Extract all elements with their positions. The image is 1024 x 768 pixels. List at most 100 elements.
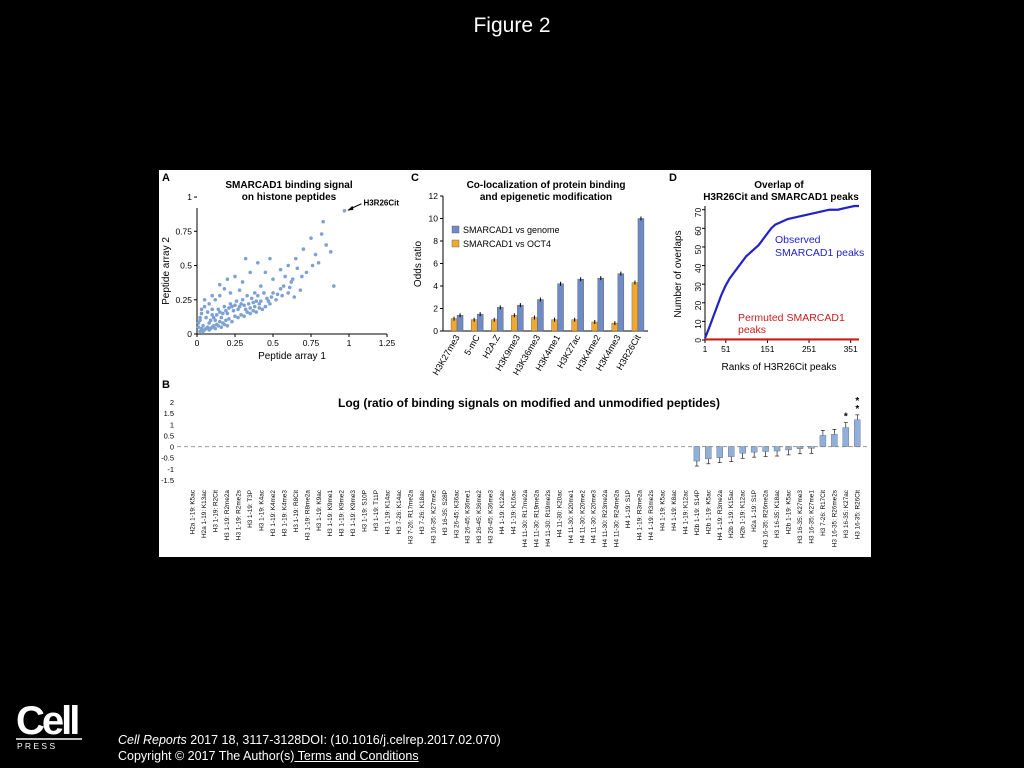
category-label: 5-mC	[462, 333, 482, 357]
scatter-point	[248, 306, 252, 310]
significance-star: *	[855, 404, 859, 415]
scatter-point	[294, 256, 298, 261]
permuted-label-2: peaks	[738, 324, 766, 336]
peptide-label: H3 26-45: K36ac	[453, 489, 460, 538]
peptide-label: H3 16-35: R26me2a	[763, 490, 770, 548]
peptide-label: H3 1-19: K9me3	[350, 490, 357, 537]
scatter-point	[251, 308, 256, 313]
category-label: H3K27me3	[431, 333, 462, 377]
scatter-point	[227, 317, 231, 321]
peptide-label: H3 1-19: R8Cit	[293, 490, 300, 532]
ratio-bar	[785, 446, 792, 451]
peptide-label: H2a 1-19: S1P	[751, 490, 758, 532]
scatter-point	[237, 304, 242, 309]
scatter-point	[292, 295, 297, 299]
scatter-point	[204, 326, 208, 331]
scatter-point	[328, 250, 333, 254]
scatter-point	[271, 277, 275, 282]
chart-b-title: Log (ratio of binding signals on modifie…	[338, 396, 720, 410]
ratio-bar	[739, 446, 746, 454]
x-tick-label: 151	[760, 344, 774, 354]
scatter-point	[207, 302, 211, 306]
scatter-point	[304, 270, 309, 275]
peptide-label: H3 1-19: R2me2a	[224, 490, 231, 541]
scatter-point	[265, 296, 269, 301]
peptide-label: H3 1-19: R2Cit	[213, 490, 220, 532]
scatter-point	[287, 285, 292, 290]
scatter-point	[219, 325, 224, 329]
scatter-point	[260, 307, 265, 312]
y-tick-label: -0.5	[161, 454, 174, 463]
y-axis-label: Odds ratio	[413, 240, 424, 287]
peptide-label: H4 1-19: K12ac	[682, 489, 689, 534]
scatter-point	[237, 288, 242, 292]
scatter-point	[248, 311, 252, 316]
scatter-point	[230, 319, 234, 324]
logo-word: Cell	[16, 700, 78, 743]
peptide-label: H2b 1-19: S14P	[694, 490, 701, 535]
scatter-point	[271, 291, 275, 295]
scatter-point	[240, 297, 245, 302]
scatter-point	[201, 323, 205, 328]
scatter-point	[224, 308, 228, 313]
y-tick-label: 10	[693, 319, 703, 329]
scatter-point	[240, 280, 245, 284]
scatter-point	[269, 295, 274, 299]
y-tick-label: 30	[693, 282, 703, 292]
scatter-point	[198, 315, 202, 320]
peptide-label: H3 7-26: R17me2a	[407, 490, 414, 544]
x-tick-label: 1.25	[379, 338, 396, 348]
category-label: H2A.Z	[481, 333, 503, 361]
scatter-point	[266, 299, 271, 303]
scatter-point	[249, 296, 254, 301]
scatter-point	[207, 328, 211, 332]
y-tick-label: 20	[693, 301, 703, 311]
y-tick-label: 0.5	[164, 431, 174, 440]
y-tick-label: 0.25	[175, 295, 192, 305]
scatter-point	[246, 302, 251, 306]
scatter-point	[257, 302, 262, 306]
y-tick-label: 0.75	[175, 226, 192, 236]
scatter-point	[211, 315, 216, 320]
y-axis-label: Peptide array 2	[161, 237, 172, 305]
scatter-point	[313, 252, 318, 257]
scatter-point	[236, 307, 240, 312]
panel-letter-a: A	[162, 172, 170, 184]
x-tick-label: 1	[347, 338, 352, 348]
scatter-point	[263, 304, 268, 309]
observed-label-1: Observed	[775, 234, 821, 246]
scatter-point	[298, 288, 303, 292]
y-tick-label: 40	[693, 263, 703, 273]
ratio-bar	[716, 446, 723, 458]
annotation-label: H3R26Cit	[363, 199, 399, 208]
peptide-label: H3 16-35: K27me3	[797, 490, 804, 544]
y-tick-label: 0	[433, 326, 438, 336]
scatter-point	[263, 270, 268, 275]
bar-vs-genome	[577, 279, 584, 332]
y-tick-label: 8	[433, 236, 438, 246]
scatter-point	[242, 303, 246, 308]
peptide-label: H3 1-19: K9me2	[339, 490, 346, 537]
y-axis-label: Number of overlaps	[673, 230, 684, 317]
scatter-point	[243, 307, 248, 312]
cell-press-logo: Cell P R E S S	[14, 699, 84, 752]
copyright-line: Copyright © 2017 The Author(s) Terms and…	[118, 748, 501, 764]
x-tick-label: 351	[844, 344, 858, 354]
scatter-point	[252, 304, 257, 309]
peptide-label: H3 1-19: T3P	[247, 490, 254, 528]
peptide-label: H3 16-35: K27ac	[843, 489, 850, 538]
bar-vs-genome	[557, 283, 564, 332]
observed-line	[703, 204, 859, 339]
scatter-point	[233, 303, 237, 308]
legend-swatch	[451, 239, 460, 248]
terms-link[interactable]: Terms and Conditions	[294, 749, 419, 763]
ratio-bar	[693, 446, 701, 462]
scatter-point	[310, 263, 315, 268]
scatter-point	[233, 274, 237, 279]
bar-vs-oct4	[511, 315, 518, 332]
y-tick-label: 60	[693, 226, 703, 236]
scatter-point	[199, 307, 204, 312]
y-tick-label: 12	[429, 191, 439, 201]
scatter-point	[204, 315, 208, 320]
